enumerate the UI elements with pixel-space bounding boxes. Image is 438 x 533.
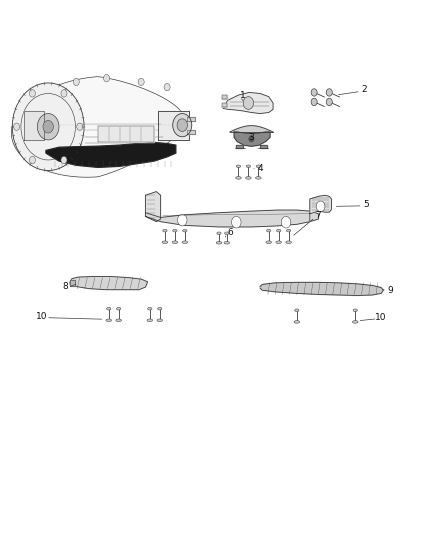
Text: 1: 1 (240, 91, 246, 100)
Ellipse shape (276, 241, 282, 244)
Polygon shape (145, 210, 318, 227)
Ellipse shape (147, 319, 152, 321)
Ellipse shape (255, 176, 261, 179)
Circle shape (311, 89, 317, 96)
Ellipse shape (157, 319, 162, 321)
Polygon shape (236, 145, 243, 148)
Polygon shape (222, 103, 227, 107)
Ellipse shape (182, 241, 187, 244)
Circle shape (326, 89, 332, 96)
Ellipse shape (276, 229, 281, 232)
Circle shape (311, 98, 317, 106)
Polygon shape (260, 282, 383, 295)
Polygon shape (25, 111, 44, 140)
Ellipse shape (236, 165, 240, 167)
Circle shape (61, 90, 67, 97)
Polygon shape (223, 92, 273, 114)
Circle shape (43, 120, 53, 133)
Circle shape (281, 216, 291, 228)
Ellipse shape (294, 320, 300, 323)
Ellipse shape (224, 241, 230, 244)
Ellipse shape (172, 241, 178, 244)
Circle shape (14, 123, 20, 131)
Circle shape (138, 78, 144, 86)
Ellipse shape (353, 309, 357, 312)
Text: 7: 7 (316, 212, 321, 220)
Ellipse shape (158, 308, 162, 310)
Text: 3: 3 (248, 133, 254, 142)
Ellipse shape (267, 229, 271, 232)
Polygon shape (46, 142, 176, 167)
Ellipse shape (225, 232, 229, 235)
Polygon shape (70, 280, 75, 286)
Ellipse shape (266, 241, 272, 244)
Polygon shape (222, 95, 227, 99)
Text: 2: 2 (361, 85, 367, 94)
Circle shape (232, 216, 241, 228)
Text: 5: 5 (363, 200, 369, 209)
Text: 4: 4 (257, 164, 263, 173)
Ellipse shape (183, 229, 187, 232)
Ellipse shape (148, 308, 152, 310)
Ellipse shape (162, 241, 168, 244)
Ellipse shape (246, 165, 251, 167)
Circle shape (316, 201, 325, 212)
Ellipse shape (163, 229, 167, 232)
Circle shape (177, 119, 187, 132)
Ellipse shape (117, 308, 121, 310)
Polygon shape (98, 126, 154, 142)
Text: 10: 10 (36, 312, 47, 321)
Circle shape (29, 156, 35, 164)
Circle shape (164, 84, 170, 91)
Polygon shape (187, 117, 195, 121)
Ellipse shape (236, 176, 241, 179)
Circle shape (73, 78, 79, 86)
Circle shape (243, 96, 254, 109)
Polygon shape (260, 145, 267, 148)
Polygon shape (159, 111, 189, 140)
Polygon shape (230, 126, 273, 132)
Text: 6: 6 (227, 228, 233, 237)
Text: 8: 8 (63, 281, 68, 290)
Ellipse shape (106, 319, 112, 321)
Polygon shape (187, 130, 195, 134)
Circle shape (29, 90, 35, 97)
Circle shape (77, 123, 83, 131)
Ellipse shape (256, 165, 261, 167)
Circle shape (61, 156, 67, 164)
Polygon shape (70, 277, 148, 290)
Circle shape (37, 114, 59, 140)
Ellipse shape (216, 241, 222, 244)
Circle shape (173, 114, 192, 137)
Ellipse shape (106, 308, 111, 310)
Polygon shape (310, 195, 332, 222)
Text: 10: 10 (375, 313, 387, 322)
Ellipse shape (286, 229, 291, 232)
Ellipse shape (246, 176, 251, 179)
Ellipse shape (217, 232, 221, 235)
Circle shape (326, 98, 332, 106)
Circle shape (12, 83, 84, 171)
Ellipse shape (173, 229, 177, 232)
Polygon shape (145, 191, 161, 222)
Polygon shape (11, 77, 184, 177)
Text: 9: 9 (387, 286, 393, 295)
Ellipse shape (286, 241, 291, 244)
Polygon shape (234, 132, 270, 146)
Ellipse shape (295, 309, 299, 312)
Ellipse shape (353, 320, 358, 323)
Circle shape (103, 75, 110, 82)
Ellipse shape (116, 319, 121, 321)
Circle shape (249, 136, 254, 142)
Circle shape (177, 214, 187, 226)
